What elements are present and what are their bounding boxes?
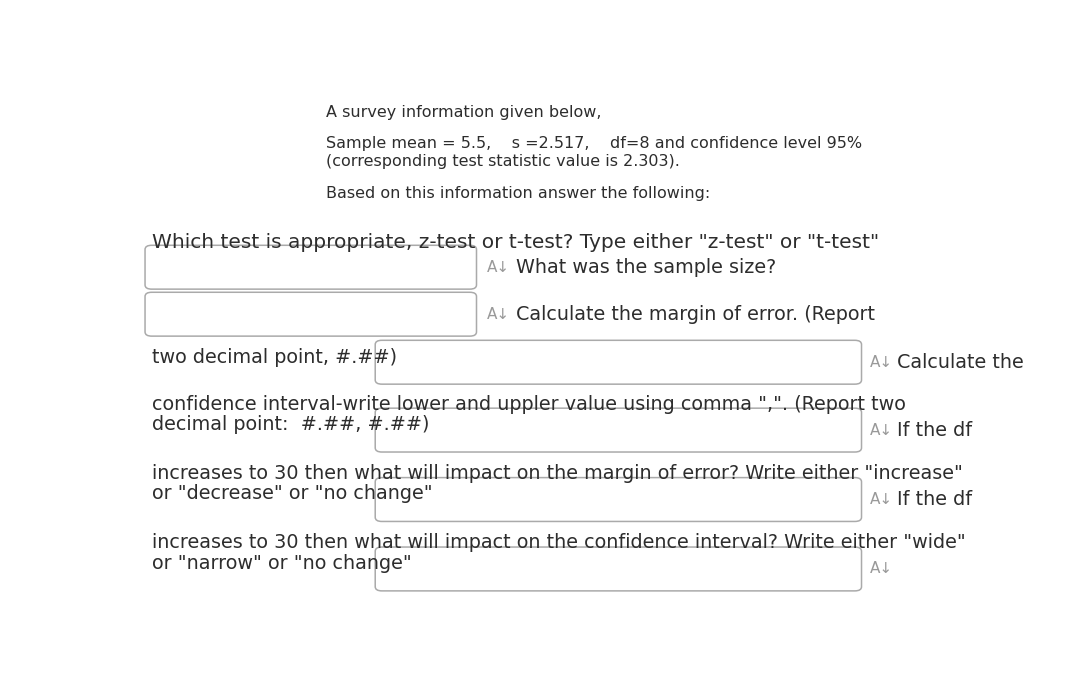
Text: A↓: A↓ — [486, 260, 510, 275]
Text: Sample mean = 5.5,    s =2.517,    df=8 and confidence level 95%: Sample mean = 5.5, s =2.517, df=8 and co… — [326, 136, 862, 151]
Text: confidence interval-write lower and uppler value using comma ",". (Report two: confidence interval-write lower and uppl… — [151, 395, 906, 414]
Text: increases to 30 then what will impact on the margin of error? Write either "incr: increases to 30 then what will impact on… — [151, 464, 962, 483]
FancyBboxPatch shape — [375, 340, 862, 384]
FancyBboxPatch shape — [145, 292, 476, 336]
Text: or "decrease" or "no change": or "decrease" or "no change" — [151, 484, 432, 503]
FancyBboxPatch shape — [375, 477, 862, 521]
Text: (corresponding test statistic value is 2.303).: (corresponding test statistic value is 2… — [326, 155, 679, 170]
Text: two decimal point, #.##): two decimal point, #.##) — [151, 348, 396, 367]
Text: If the df: If the df — [896, 420, 972, 439]
FancyBboxPatch shape — [145, 245, 476, 289]
Text: decimal point:  #.##, #.##): decimal point: #.##, #.##) — [151, 416, 429, 435]
Text: A↓: A↓ — [869, 492, 893, 507]
FancyBboxPatch shape — [375, 408, 862, 452]
Text: A↓: A↓ — [869, 561, 893, 576]
Text: Calculate the: Calculate the — [896, 353, 1024, 372]
Text: A↓: A↓ — [486, 306, 510, 321]
Text: increases to 30 then what will impact on the confidence interval? Write either ": increases to 30 then what will impact on… — [151, 533, 966, 552]
Text: Calculate the margin of error. (Report: Calculate the margin of error. (Report — [516, 304, 875, 323]
Text: If the df: If the df — [896, 490, 972, 509]
Text: What was the sample size?: What was the sample size? — [516, 258, 777, 277]
Text: A survey information given below,: A survey information given below, — [326, 105, 602, 120]
Text: A↓: A↓ — [869, 355, 893, 370]
Text: Based on this information answer the following:: Based on this information answer the fol… — [326, 186, 710, 201]
Text: or "narrow" or "no change": or "narrow" or "no change" — [151, 554, 411, 573]
FancyBboxPatch shape — [375, 547, 862, 591]
Text: A↓: A↓ — [869, 422, 893, 437]
Text: Which test is appropriate, z-test or t-test? Type either "z-test" or "t-test": Which test is appropriate, z-test or t-t… — [151, 233, 879, 252]
